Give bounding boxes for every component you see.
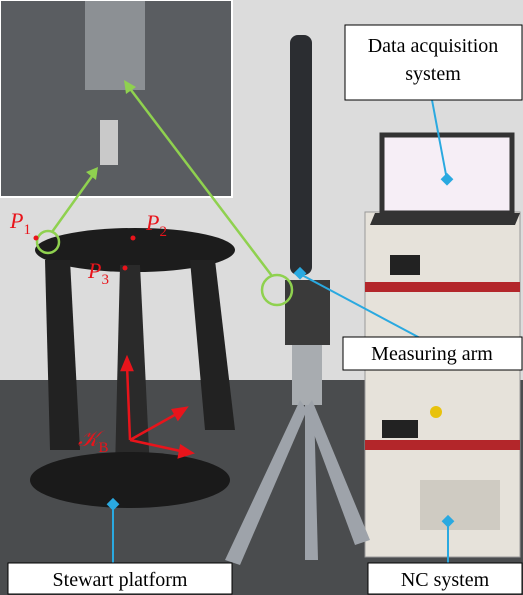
- stripe: [365, 282, 520, 292]
- point-dot: [123, 266, 128, 271]
- arm: [290, 35, 312, 275]
- vent: [420, 480, 500, 530]
- label: NC system: [401, 569, 490, 591]
- label: system: [405, 63, 461, 85]
- probe-body: [85, 0, 145, 90]
- base-plate: [30, 452, 230, 508]
- point-dot: [131, 236, 136, 241]
- panel: [390, 255, 420, 275]
- label: Data acquisition: [368, 35, 499, 57]
- annotated-photo: P1 P2 P3 𝒦B Data acquisition system Meas…: [0, 0, 523, 595]
- label: Measuring arm: [371, 343, 493, 365]
- panel: [382, 420, 418, 438]
- point-dot: [34, 236, 39, 241]
- estop: [430, 406, 442, 418]
- stripe: [365, 440, 520, 450]
- probe-tip: [100, 120, 118, 165]
- laptop-base: [370, 213, 520, 225]
- label: Stewart platform: [53, 569, 188, 591]
- column: [292, 345, 322, 405]
